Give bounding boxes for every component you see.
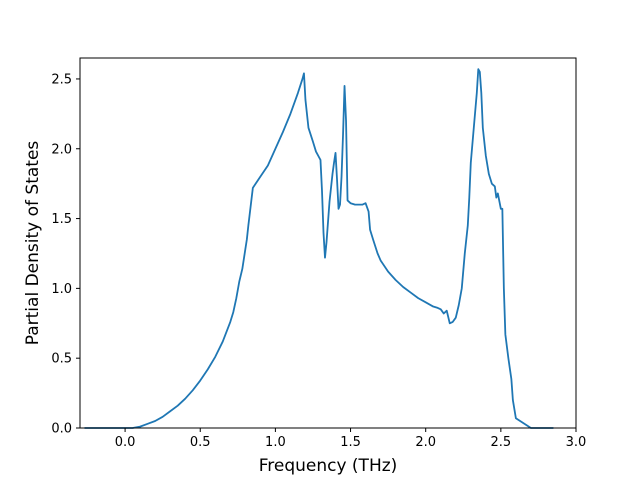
x-axis-ticks: 0.0 0.5 1.0 1.5 2.0 2.5 3.0 [115,428,587,450]
x-tick-label: 0.5 [190,435,211,450]
y-tick-label: 1.0 [51,282,72,297]
x-tick-label: 3.0 [566,435,587,450]
x-tick-label: 0.0 [115,435,136,450]
y-tick-label: 1.5 [51,212,72,227]
x-tick-label: 2.5 [491,435,512,450]
series-line-0 [84,68,554,429]
y-tick-label: 0.0 [51,422,72,437]
x-axis-title: Frequency (THz) [259,456,398,476]
plot-area [84,68,554,429]
y-axis-ticks: 0.0 0.5 1.0 1.5 2.0 2.5 [51,72,80,437]
x-tick-label: 2.0 [415,435,436,450]
x-tick-label: 1.0 [265,435,286,450]
plot-frame [79,57,577,429]
x-tick-label: 1.5 [340,435,361,450]
y-tick-label: 2.5 [51,72,72,87]
y-axis-title: Partial Density of States [23,141,43,346]
y-tick-label: 2.0 [51,142,72,157]
y-tick-label: 0.5 [51,352,72,367]
